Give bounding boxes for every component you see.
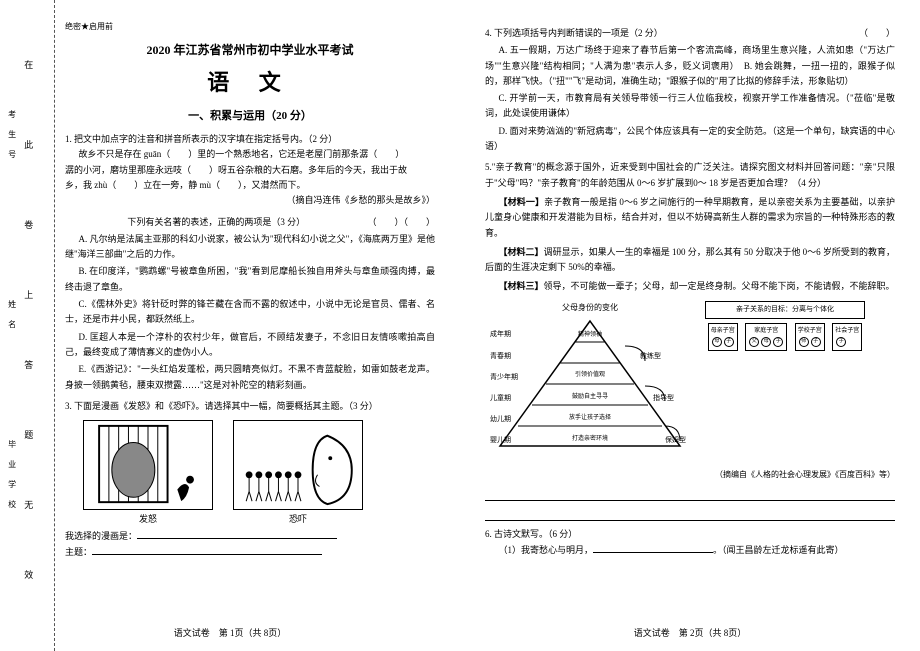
- q4-stem: 4. 下列选项括号内判断错误的一项是（2 分）: [485, 28, 663, 38]
- q4-option-d: D. 面对来势汹汹的"新冠病毒"，公民个体应该具有一定的安全防范。（这是一个单句…: [485, 124, 895, 155]
- pyramid-svg: 成年期 青春期 青少年期 儿童期 幼儿期 婴儿期 精神领袖 引领价值观 鼓励自主…: [485, 316, 695, 456]
- q3-choice-label: 我选择的漫画是：: [65, 531, 137, 541]
- q6-blank: [593, 543, 713, 553]
- secret-label: 绝密★启用前: [65, 20, 435, 34]
- relation-title: 亲子关系的目标：分离与个体化: [705, 301, 865, 319]
- svg-text:婴儿期: 婴儿期: [490, 436, 511, 444]
- svg-text:精神领袖: 精神领袖: [578, 330, 602, 338]
- cartoon-2-caption: 恐吓: [233, 512, 363, 527]
- mat3-text: 领导，不可能做一辈子；父母，却一定是终身制。父母不能下岗，不能请假，不能辞职。: [544, 281, 895, 291]
- svg-text:幼儿期: 幼儿期: [490, 414, 511, 423]
- mat3-label: 【材料三】: [499, 281, 544, 291]
- q2-option-e: E.《西游记》："一头红焰发蓬松，两只圆睛亮似灯。不黑不青蓝靛脸，如雷如鼓老龙声…: [65, 362, 435, 393]
- cartoon-anger-image: [83, 420, 213, 510]
- svg-text:引领价值观: 引领价值观: [575, 370, 605, 378]
- cartoon-2: 恐吓: [233, 420, 363, 527]
- binding-char: 此: [20, 140, 35, 149]
- q6-stem: 6. 古诗文默写。（6 分）: [485, 527, 895, 542]
- q6-line-1: （1）我寄愁心与明月，。（闻王昌龄左迁龙标遥有此寄）: [485, 543, 895, 558]
- svg-text:鼓励自主寻寻: 鼓励自主寻寻: [572, 392, 608, 400]
- mat1-label: 【材料一】: [499, 197, 545, 207]
- binding-label-id: 考生号: [5, 110, 19, 170]
- mat1-text: 亲子教育一般是指 0～6 岁之间施行的一种早期教育，是以亲密关系为主要基础，以亲…: [485, 197, 895, 238]
- mat2-text: 调研显示，如果人一生的幸福是 100 分，那么其有 50 分取决于他 0～6 岁…: [485, 247, 895, 272]
- q5-source: （摘编自《人格的社会心理发展》《百度百科》等）: [485, 468, 895, 482]
- question-2: 下列有关名著的表述，正确的两项是（3 分） （ ）（ ） A. 凡尔纳是法属主亚…: [65, 215, 435, 393]
- q5-material-1: 【材料一】亲子教育一般是指 0～6 岁之间施行的一种早期教育，是以亲密关系为主要…: [485, 195, 895, 241]
- binding-label-school: 毕业学校: [5, 440, 19, 520]
- svg-text:打造亲密环境: 打造亲密环境: [572, 434, 608, 442]
- question-3: 3. 下面是漫画《发怒》和《恐吓》。请选择其中一幅，简要概括其主题。（3 分）: [65, 399, 435, 560]
- q1-stem: 1. 把文中加点字的注音和拼音所表示的汉字填在指定括号内。（2 分）: [65, 132, 435, 147]
- page-1-footer: 语文试卷 第 1页（共 8页）: [0, 626, 460, 641]
- cartoon-1: 发怒: [83, 420, 213, 527]
- q3-stem: 3. 下面是漫画《发怒》和《恐吓》。请选择其中一幅，简要概括其主题。（3 分）: [65, 399, 435, 414]
- circle-group: 母亲子宫 母子: [708, 323, 738, 351]
- q1-body: 故乡不只是存在 guān（ ）里的一个熟悉地名，它还是老屋门前那条潺（ ）: [65, 147, 435, 162]
- binding-char: 在: [20, 60, 35, 69]
- q5-diagram-row: 父母身份的变化 成年期 青春期 青少年期 儿童期 幼儿期 婴儿期: [485, 301, 895, 462]
- q3-choice-line: 我选择的漫画是：: [65, 529, 435, 544]
- pyramid-diagram: 父母身份的变化 成年期 青春期 青少年期 儿童期 幼儿期 婴儿期: [485, 301, 695, 462]
- svg-text:青春期: 青春期: [490, 351, 511, 360]
- question-1: 1. 把文中加点字的注音和拼音所表示的汉字填在指定括号内。（2 分） 故乡不只是…: [65, 132, 435, 208]
- q1-body: 乡，我 zhù（ ）立在一旁，静 mù（ ），又潸然而下。: [65, 178, 435, 193]
- q2-option-c: C.《儒林外史》将针砭时弊的锋芒藏在含而不露的叙述中，小说中无论是官员、儒者、名…: [65, 297, 435, 328]
- q2-option-a: A. 凡尔纳是法属主亚那的科幻小说家，被公认为"现代科幻小说之父"，《海底两万里…: [65, 232, 435, 263]
- svg-text:成年期: 成年期: [490, 329, 511, 338]
- q3-topic-label: 主题：: [65, 547, 92, 557]
- q4-option-a: A. 五一假期，万达广场终于迎来了春节后第一个客流高峰，商场里生意兴隆，人流如患…: [485, 43, 895, 89]
- q2-option-b: B. 在印度洋，"鹦鹉螺"号被章鱼所困，"我"看到尼摩船长独自用斧头与章鱼顽强肉…: [65, 264, 435, 295]
- q1-body: 潺的小河，磨坊里那座永远吱（ ）呀五谷杂粮的大石磨。多年后的今天，我出于故: [65, 163, 435, 178]
- answer-line: [485, 487, 895, 501]
- relation-diagram: 亲子关系的目标：分离与个体化 母亲子宫 母子 家庭子宫 父母子 学校子宫 师子: [705, 301, 865, 351]
- svg-text:放手让孩子选择: 放手让孩子选择: [569, 413, 611, 421]
- q3-topic-blank: [92, 545, 322, 555]
- question-4: 4. 下列选项括号内判断错误的一项是（2 分） （ ） A. 五一假期，万达广场…: [485, 26, 895, 154]
- q4-answer-blank: （ ）: [859, 26, 895, 41]
- subject-title: 语 文: [65, 64, 435, 101]
- q5-material-3: 【材料三】领导，不可能做一辈子；父母，却一定是终身制。父母不能下岗，不能请假，不…: [485, 279, 895, 294]
- binding-char: 答: [20, 360, 35, 369]
- question-6: 6. 古诗文默写。（6 分） （1）我寄愁心与明月，。（闻王昌龄左迁龙标遥有此寄…: [485, 527, 895, 558]
- q1-source: （摘自冯连伟《乡愁的那头是故乡》）: [65, 193, 435, 208]
- binding-char: 题: [20, 430, 35, 439]
- q3-topic-line: 主题：: [65, 545, 435, 560]
- question-5: 5."亲子教育"的概念源于国外，近来受到中国社会的广泛关注。请探究图文材料并回答…: [485, 160, 895, 521]
- q2-option-d: D. 匡超人本是一个淳朴的农村少年，做官后，不顾结发妻子，不念旧日友情咳嗽拍高自…: [65, 330, 435, 361]
- answer-line: [485, 507, 895, 521]
- section-title: 一、积累与运用（20 分）: [65, 107, 435, 126]
- binding-char: 无: [20, 500, 35, 509]
- circle-group: 学校子宫 师子: [795, 323, 825, 351]
- page-1: 考生号 姓名 毕业学校 在 此 卷 上 答 题 无 效 绝密★启用前 2020 …: [0, 0, 460, 651]
- q5-material-2: 【材料二】调研显示，如果人一生的幸福是 100 分，那么其有 50 分取决于他 …: [485, 245, 895, 276]
- page-2: 4. 下列选项括号内判断错误的一项是（2 分） （ ） A. 五一假期，万达广场…: [460, 0, 920, 651]
- exam-title: 2020 年江苏省常州市初中学业水平考试: [65, 40, 435, 60]
- circle-groups: 母亲子宫 母子 家庭子宫 父母子 学校子宫 师子 社会子宫: [705, 323, 865, 351]
- binding-char: 上: [20, 290, 35, 299]
- q2-stem: 下列有关名著的表述，正确的两项是（3 分）: [127, 217, 305, 227]
- page-2-footer: 语文试卷 第 2页（共 8页）: [460, 626, 920, 641]
- cartoon-1-caption: 发怒: [83, 512, 213, 527]
- pyramid-title: 父母身份的变化: [485, 301, 695, 315]
- q3-choice-blank: [137, 529, 337, 539]
- mat2-label: 【材料二】: [499, 247, 544, 257]
- circle-group: 社会子宫 子: [832, 323, 862, 351]
- binding-char: 效: [20, 570, 35, 579]
- circle-group: 家庭子宫 父母子: [745, 323, 787, 351]
- binding-margin: 考生号 姓名 毕业学校 在 此 卷 上 答 题 无 效: [0, 0, 55, 651]
- q5-stem: 5."亲子教育"的概念源于国外，近来受到中国社会的广泛关注。请探究图文材料并回答…: [485, 160, 895, 191]
- binding-char: 卷: [20, 220, 35, 229]
- cartoon-threat-image: [233, 420, 363, 510]
- svg-text:青少年期: 青少年期: [490, 372, 518, 381]
- svg-text:保姆型: 保姆型: [665, 435, 686, 444]
- q4-option-c: C. 开学前一天，市教育局有关领导带领一行三人位临我校，视察开学工作准备情况。（…: [485, 91, 895, 122]
- document-spread: 考生号 姓名 毕业学校 在 此 卷 上 答 题 无 效 绝密★启用前 2020 …: [0, 0, 920, 651]
- q2-answer-blank: （ ）（ ）: [367, 215, 435, 230]
- svg-text:儿童期: 儿童期: [490, 393, 511, 402]
- binding-label-name: 姓名: [5, 300, 19, 340]
